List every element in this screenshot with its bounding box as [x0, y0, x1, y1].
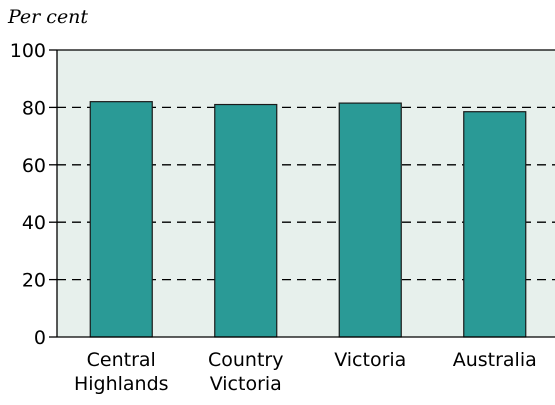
y-tick-label: 0: [34, 327, 46, 349]
x-category-label: Victoria: [210, 373, 282, 395]
y-tick-label: 20: [22, 270, 46, 292]
y-tick-label: 100: [10, 40, 46, 62]
x-category-label: Victoria: [334, 349, 406, 371]
x-category-label: Country: [208, 349, 283, 371]
y-tick-label: 40: [22, 212, 46, 234]
x-category-label: Australia: [453, 349, 537, 371]
x-category-label: Central: [87, 349, 156, 371]
x-category-label: Highlands: [74, 373, 169, 395]
bar: [89, 101, 153, 338]
y-tick-label: 80: [22, 97, 46, 119]
y-tick-label: 60: [22, 155, 46, 177]
bar: [214, 103, 278, 338]
bar: [463, 111, 527, 338]
y-axis-label: Per cent: [8, 6, 89, 28]
bar: [338, 102, 402, 338]
